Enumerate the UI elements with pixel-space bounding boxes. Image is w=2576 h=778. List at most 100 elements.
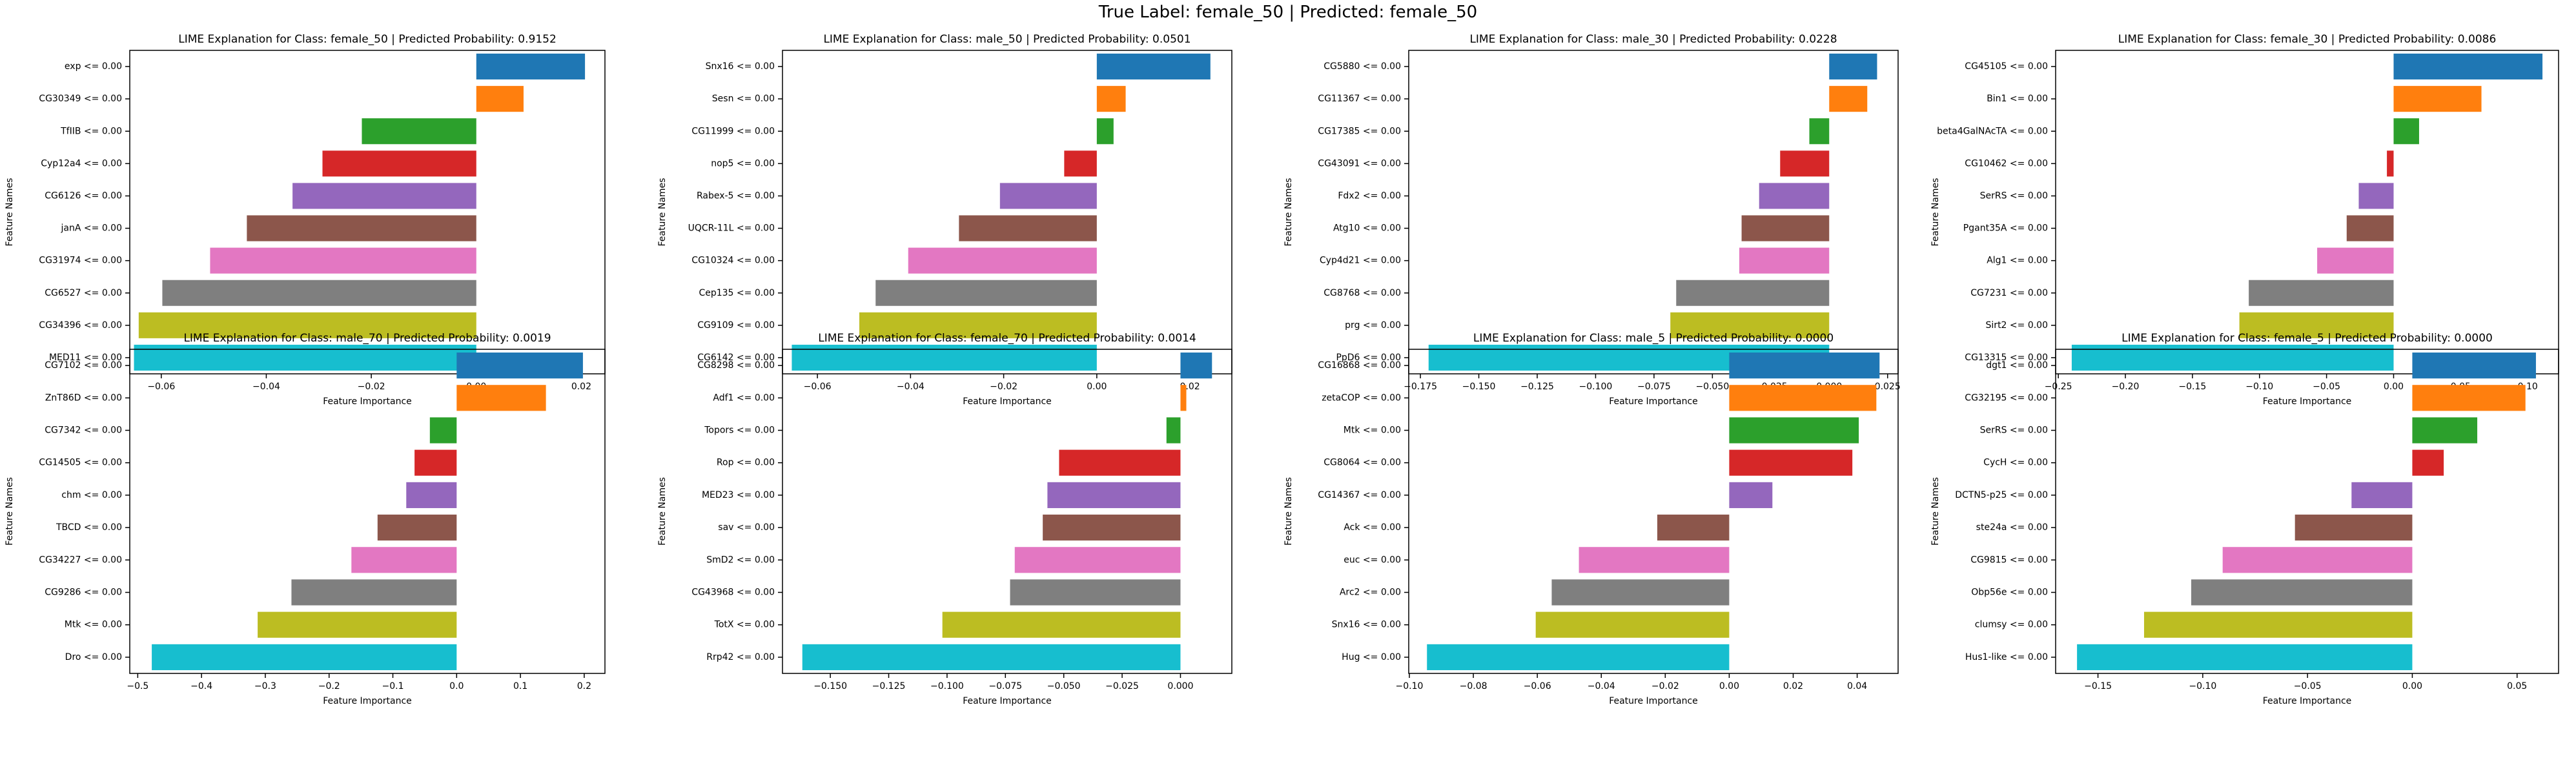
- y-tick-label: CG6527 <= 0.00: [45, 288, 122, 298]
- bar: [1166, 417, 1181, 444]
- y-tick-label: PpD6 <= 0.00: [1336, 353, 1401, 363]
- x-tick-label: −0.2: [318, 681, 340, 691]
- y-tick-label: Rrp42 <= 0.00: [706, 652, 775, 662]
- x-tick-label: −0.05: [2313, 382, 2340, 392]
- bar: [2346, 215, 2394, 241]
- x-tick-label: 0.2: [577, 681, 591, 691]
- bar: [1047, 482, 1181, 508]
- y-tick-label: CG5880 <= 0.00: [1324, 61, 1401, 72]
- bar: [476, 86, 524, 112]
- y-tick-label: janA <= 0.00: [61, 223, 122, 234]
- bar: [406, 482, 457, 508]
- x-tick-label: 0.00: [1087, 382, 1107, 392]
- y-tick-label: CG32195 <= 0.00: [1965, 393, 2048, 403]
- bar: [2191, 579, 2413, 606]
- bar: [1014, 547, 1181, 573]
- y-tick-label: nop5 <= 0.00: [711, 158, 775, 169]
- bar: [1535, 611, 1730, 638]
- bar: [2295, 515, 2413, 541]
- bar: [1729, 385, 1877, 411]
- y-tick-label: Hug <= 0.00: [1342, 652, 1401, 662]
- chart-title: LIME Explanation for Class: male_50 | Pr…: [823, 33, 1191, 46]
- chart-title: LIME Explanation for Class: female_70 | …: [818, 332, 1196, 345]
- bar: [2317, 247, 2394, 274]
- x-tick-label: −0.02: [1651, 681, 1679, 691]
- y-axis-label: Feature Names: [1930, 178, 1941, 247]
- y-tick-label: Cyp12a4 <= 0.00: [41, 158, 122, 169]
- y-tick-label: Arc2 <= 0.00: [1340, 588, 1401, 598]
- y-tick-label: CG9109 <= 0.00: [697, 320, 775, 331]
- y-tick-label: CG45105 <= 0.00: [1965, 61, 2048, 72]
- bar: [476, 54, 586, 80]
- y-tick-label: Sirt2 <= 0.00: [1986, 320, 2048, 331]
- bar: [802, 644, 1181, 670]
- bar: [2249, 280, 2394, 306]
- x-tick-label: −0.100: [930, 681, 964, 691]
- x-axis-label: Feature Importance: [2263, 396, 2352, 407]
- bar: [1729, 449, 1853, 476]
- y-tick-label: CG7102 <= 0.00: [45, 360, 122, 371]
- bar: [429, 417, 457, 444]
- bar: [2412, 417, 2478, 444]
- x-axis-label: Feature Importance: [323, 696, 412, 706]
- y-tick-label: CG7342 <= 0.00: [45, 425, 122, 436]
- y-tick-label: Rop <= 0.00: [717, 458, 775, 468]
- chart-title: LIME Explanation for Class: female_30 | …: [2118, 33, 2497, 46]
- x-tick-label: −0.3: [254, 681, 276, 691]
- x-tick-label: −0.10: [1396, 681, 1424, 691]
- x-axis-label: Feature Importance: [1609, 696, 1698, 706]
- figure-title: True Label: female_50 | Predicted: femal…: [1098, 3, 1478, 22]
- y-tick-label: Bin1 <= 0.00: [1987, 94, 2048, 104]
- y-tick-label: TfIIB <= 0.00: [60, 126, 122, 136]
- bar: [351, 547, 457, 573]
- y-tick-label: Snx16 <= 0.00: [706, 61, 775, 72]
- y-tick-label: CycH <= 0.00: [1983, 458, 2048, 468]
- chart-title: LIME Explanation for Class: female_5 | P…: [2121, 332, 2493, 345]
- y-tick-label: sav <= 0.00: [718, 522, 775, 533]
- bar: [942, 611, 1181, 638]
- bar: [1180, 353, 1212, 379]
- chart-title: LIME Explanation for Class: male_5 | Pre…: [1473, 332, 1834, 345]
- bar: [999, 183, 1097, 209]
- x-tick-label: −0.04: [1588, 681, 1615, 691]
- y-tick-label: Mtk <= 0.00: [1344, 425, 1401, 436]
- y-axis-label: Feature Names: [5, 178, 15, 247]
- y-tick-label: CG11367 <= 0.00: [1318, 94, 1401, 104]
- chart-panel-2: Snx16 <= 0.00 Sesn <= 0.00 CG11999 <= 0.00…: [657, 33, 1232, 407]
- y-tick-label: dgt1 <= 0.00: [1986, 360, 2048, 371]
- y-tick-label: CG6126 <= 0.00: [45, 190, 122, 201]
- bar: [792, 344, 1097, 371]
- y-tick-label: CG7231 <= 0.00: [1970, 288, 2048, 298]
- x-tick-label: −0.15: [2084, 681, 2112, 691]
- x-tick-label: −0.15: [2178, 382, 2206, 392]
- bar: [2393, 54, 2543, 80]
- x-axis-label: Feature Importance: [2263, 696, 2352, 706]
- y-tick-label: Cep135 <= 0.00: [699, 288, 775, 298]
- bar: [456, 353, 583, 379]
- y-tick-label: Atg10 <= 0.00: [1333, 223, 1401, 234]
- y-tick-label: CG13315 <= 0.00: [1965, 353, 2048, 363]
- y-axis-label: Feature Names: [1283, 178, 1294, 247]
- plot-frame: [782, 50, 1232, 374]
- chart-title: LIME Explanation for Class: male_70 | Pr…: [183, 332, 551, 345]
- y-tick-label: SerRS <= 0.00: [1980, 425, 2048, 436]
- y-tick-label: CG34227 <= 0.00: [39, 555, 122, 565]
- x-tick-label: 0.02: [571, 382, 591, 392]
- bar: [2239, 312, 2394, 338]
- x-tick-label: 0.1: [513, 681, 527, 691]
- y-tick-label: Rabex-5 <= 0.00: [697, 190, 775, 201]
- bar: [1741, 215, 1830, 241]
- bar: [162, 280, 476, 306]
- plot-frame: [782, 349, 1232, 674]
- y-axis-label: Feature Names: [1283, 477, 1294, 546]
- y-axis-label: Feature Names: [5, 477, 15, 546]
- y-tick-label: MED23 <= 0.00: [702, 490, 775, 500]
- y-tick-label: clumsy <= 0.00: [1975, 620, 2048, 630]
- y-tick-label: Cyp4d21 <= 0.00: [1320, 256, 1401, 266]
- bar: [1829, 54, 1877, 80]
- bar: [291, 579, 457, 606]
- x-tick-label: −0.20: [2112, 382, 2140, 392]
- y-axis-label: Feature Names: [657, 477, 668, 546]
- y-tick-label: SmD2 <= 0.00: [706, 555, 775, 565]
- y-tick-label: chm <= 0.00: [61, 490, 122, 500]
